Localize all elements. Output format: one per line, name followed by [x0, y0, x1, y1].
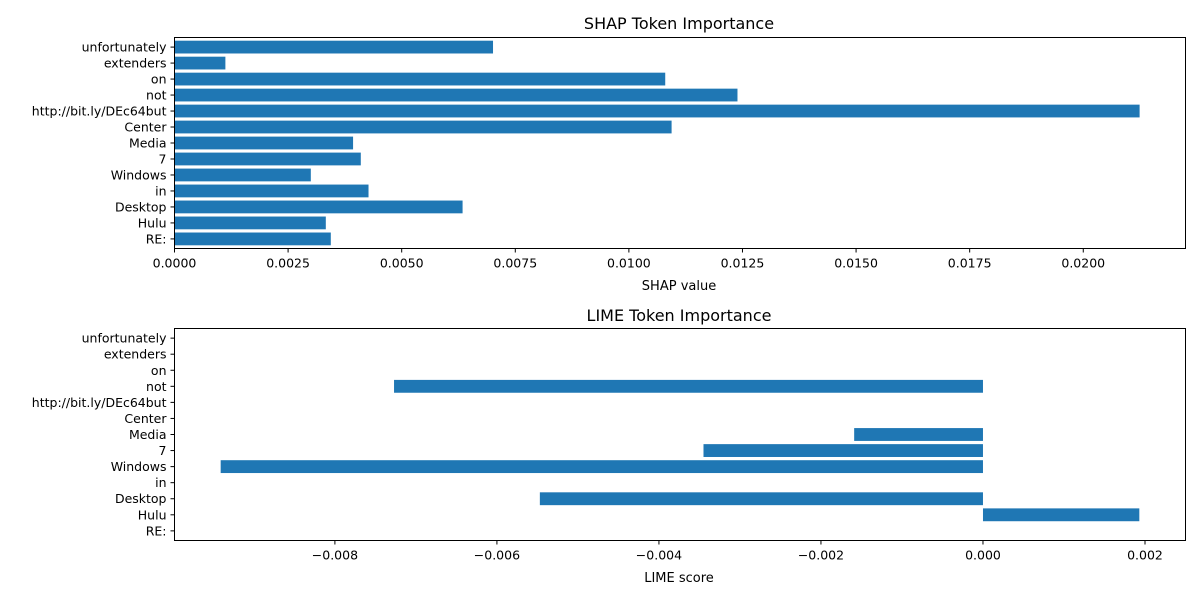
shap-bar-7	[174, 152, 361, 166]
lime-y-tick-label: http://bit.ly/DEc64but	[32, 395, 167, 410]
lime-y-tick-label: Center	[124, 411, 167, 426]
lime-bar-media	[854, 428, 983, 441]
shap-x-tick-label: 0.0100	[607, 256, 651, 271]
shap-x-ticks: 0.0000 0.0025 0.0050 0.0075 0.0100 0.0125 0.01…	[153, 248, 1105, 271]
shap-bar-hulu	[174, 216, 326, 230]
shap-x-tick-label: 0.0175	[948, 256, 992, 271]
lime-chart-title: LIME Token Importance	[587, 306, 772, 325]
lime-bar-desktop	[539, 492, 983, 506]
shap-bar-in	[174, 184, 369, 198]
shap-y-tick-label: on	[151, 72, 167, 87]
lime-bar-7	[703, 444, 983, 457]
shap-x-tick-label: 0.0125	[721, 256, 765, 271]
lime-y-tick-label: Windows	[111, 459, 167, 474]
shap-y-tick-label: http://bit.ly/DEc64but	[32, 104, 167, 119]
shap-y-tick-label: in	[155, 183, 166, 198]
lime-y-tick-label: not	[146, 379, 167, 394]
shap-y-tick-label: Windows	[111, 167, 167, 182]
shap-bar-not	[174, 88, 738, 102]
lime-bars	[220, 379, 1140, 522]
shap-x-tick-label: 0.0200	[1061, 256, 1105, 271]
shap-x-axis-label: SHAP value	[642, 279, 716, 294]
shap-y-tick-label: Hulu	[138, 215, 167, 230]
shap-y-tick-label: Center	[124, 120, 167, 135]
shap-bar-re	[174, 232, 331, 246]
lime-bar-hulu	[982, 508, 1140, 522]
lime-y-tick-label: in	[155, 475, 166, 490]
shap-x-tick-label: 0.0025	[266, 256, 310, 271]
shap-y-tick-label: RE:	[146, 231, 167, 246]
shap-x-tick-label: 0.0000	[153, 256, 197, 271]
lime-bar-not	[394, 379, 983, 393]
shap-chart-title: SHAP Token Importance	[584, 14, 774, 33]
lime-y-tick-label: extenders	[104, 347, 167, 362]
shap-bars	[174, 40, 1140, 246]
lime-x-ticks: −0.008 −0.006 −0.004 −0.002 0.000 0.002	[312, 540, 1163, 563]
shap-y-tick-label: Media	[129, 136, 167, 151]
shap-x-tick-label: 0.0150	[834, 256, 878, 271]
lime-x-axis-label: LIME score	[644, 571, 714, 586]
lime-x-tick-label: −0.004	[636, 548, 682, 563]
shap-y-tick-label: unfortunately	[82, 40, 168, 55]
lime-x-tick-label: −0.006	[474, 548, 520, 563]
shap-bar-media	[174, 136, 354, 150]
lime-x-tick-label: 0.000	[965, 548, 1001, 563]
lime-y-ticks: RE:HuluDesktopinWindows7MediaCenterhttp:…	[32, 331, 175, 538]
shap-y-tick-label: 7	[159, 151, 167, 166]
lime-y-tick-label: Desktop	[115, 491, 167, 506]
shap-bar-unfortunately	[174, 40, 494, 54]
lime-y-tick-label: unfortunately	[82, 331, 168, 346]
shap-x-tick-label: 0.0075	[493, 256, 537, 271]
shap-bar-on	[174, 72, 666, 86]
shap-y-tick-label: Desktop	[115, 199, 167, 214]
lime-y-tick-label: Hulu	[138, 507, 167, 522]
lime-plot-frame	[174, 328, 1186, 541]
shap-y-ticks: RE:HuluDesktopinWindows7MediaCenterhttp:…	[32, 40, 175, 246]
shap-x-tick-label: 0.0050	[380, 256, 424, 271]
lime-bar-windows	[220, 460, 983, 474]
lime-x-tick-label: −0.008	[312, 548, 358, 563]
lime-y-tick-label: 7	[159, 443, 167, 458]
shap-plot-frame	[174, 37, 1186, 249]
lime-y-tick-label: Media	[129, 427, 167, 442]
shap-bar-desktop	[174, 200, 463, 214]
lime-x-tick-label: 0.002	[1127, 548, 1163, 563]
shap-bar-center	[174, 120, 672, 134]
shap-y-tick-label: extenders	[104, 56, 167, 71]
lime-x-tick-label: −0.002	[798, 548, 844, 563]
lime-y-tick-label: on	[151, 363, 167, 378]
shap-bar-extenders	[174, 56, 226, 70]
shap-chart: SHAP Token Importance RE:HuluDesktopinWi…	[32, 14, 1186, 294]
shap-bar-http-bit-ly-dec64but	[174, 104, 1140, 118]
shap-bar-windows	[174, 168, 311, 182]
lime-chart: LIME Token Importance RE:HuluDesktopinWi…	[32, 306, 1186, 586]
shap-y-tick-label: not	[146, 88, 167, 103]
lime-y-tick-label: RE:	[146, 523, 167, 538]
